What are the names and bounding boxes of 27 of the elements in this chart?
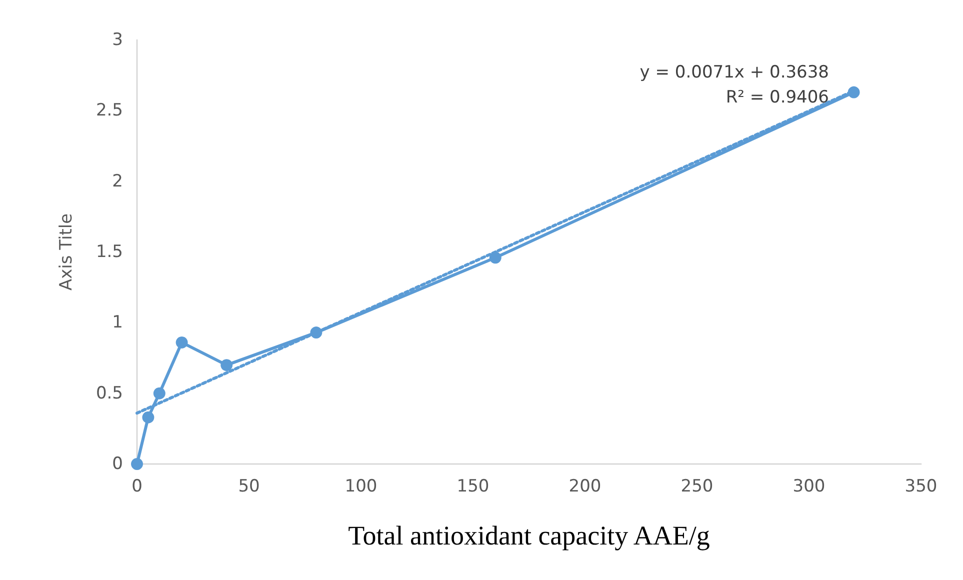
y-tick-label: 3 <box>112 30 123 50</box>
point <box>131 458 143 470</box>
y-tick-label: 2.5 <box>96 100 123 121</box>
y-tick-label: 0.5 <box>96 383 123 404</box>
x-tick-label: 0 <box>132 476 142 496</box>
x-tick-label: 150 <box>456 476 490 496</box>
x-tick-label: 350 <box>904 476 938 496</box>
point <box>153 387 166 400</box>
x-tick-label: 250 <box>680 476 714 496</box>
annotation: y = 0.0071x + 0.3638 <box>640 62 829 82</box>
x-axis-title: Total antioxidant capacity AAE/g <box>348 520 710 550</box>
point <box>220 359 233 372</box>
y-tick-label: 0 <box>112 454 123 474</box>
y-tick-label: 1.5 <box>96 242 123 262</box>
x-tick-label: 50 <box>238 476 260 496</box>
point <box>176 336 188 348</box>
y-tick-label: 1 <box>112 312 123 333</box>
x-tick-label: 200 <box>568 476 602 496</box>
point <box>489 252 502 264</box>
annotation: R² = 0.9406 <box>726 88 829 108</box>
point <box>142 411 154 424</box>
point <box>848 86 860 98</box>
point <box>310 326 322 339</box>
x-tick-label: 100 <box>344 476 378 496</box>
x-tick-label: 300 <box>792 476 826 496</box>
y-axis-title: Axis Title <box>56 213 76 291</box>
y-tick-label: 2 <box>112 171 123 192</box>
